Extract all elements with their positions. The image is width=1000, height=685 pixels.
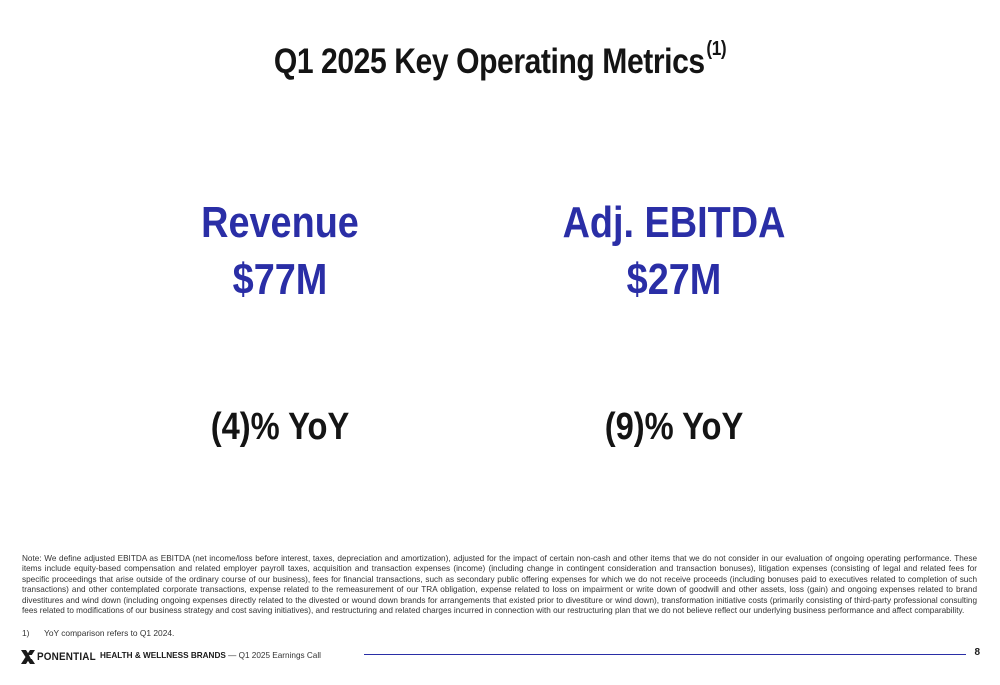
footnote-text: YoY comparison refers to Q1 2024. xyxy=(44,628,175,638)
footnote: 1) YoY comparison refers to Q1 2024. xyxy=(22,628,174,638)
footer-separator: — xyxy=(225,651,239,660)
footer-brand: HEALTH & WELLNESS BRANDS xyxy=(100,651,226,660)
revenue-value: $77M xyxy=(232,255,328,304)
footnote-number: 1) xyxy=(22,628,30,638)
revenue-label: Revenue xyxy=(201,198,359,247)
ebitda-definition-note: Note: We define adjusted EBITDA as EBITD… xyxy=(22,554,977,616)
revenue-yoy: (4)% YoY xyxy=(210,406,350,448)
slide-title-text: Q1 2025 Key Operating Metrics xyxy=(273,42,705,81)
footer-event: Q1 2025 Earnings Call xyxy=(238,651,321,660)
xponential-logo: PONENTIAL xyxy=(20,648,102,666)
adj-ebitda-yoy: (9)% YoY xyxy=(604,406,744,448)
logo-wordmark: PONENTIAL xyxy=(37,651,96,663)
title-footnote-marker: (1) xyxy=(706,38,727,60)
page-number: 8 xyxy=(974,647,980,658)
xponential-x-logo-icon xyxy=(21,650,35,664)
adj-ebitda-value: $27M xyxy=(626,255,722,304)
revenue-metric: Revenue $77M xyxy=(151,194,409,308)
footer-brand-line: HEALTH & WELLNESS BRANDS — Q1 2025 Earni… xyxy=(100,651,321,660)
slide-title: Q1 2025 Key Operating Metrics(1) xyxy=(70,38,930,82)
slide-footer: PONENTIAL HEALTH & WELLNESS BRANDS — Q1 … xyxy=(20,647,980,670)
adj-ebitda-metric: Adj. EBITDA $27M xyxy=(545,194,803,308)
footer-divider xyxy=(364,654,966,655)
adj-ebitda-label: Adj. EBITDA xyxy=(562,198,786,247)
